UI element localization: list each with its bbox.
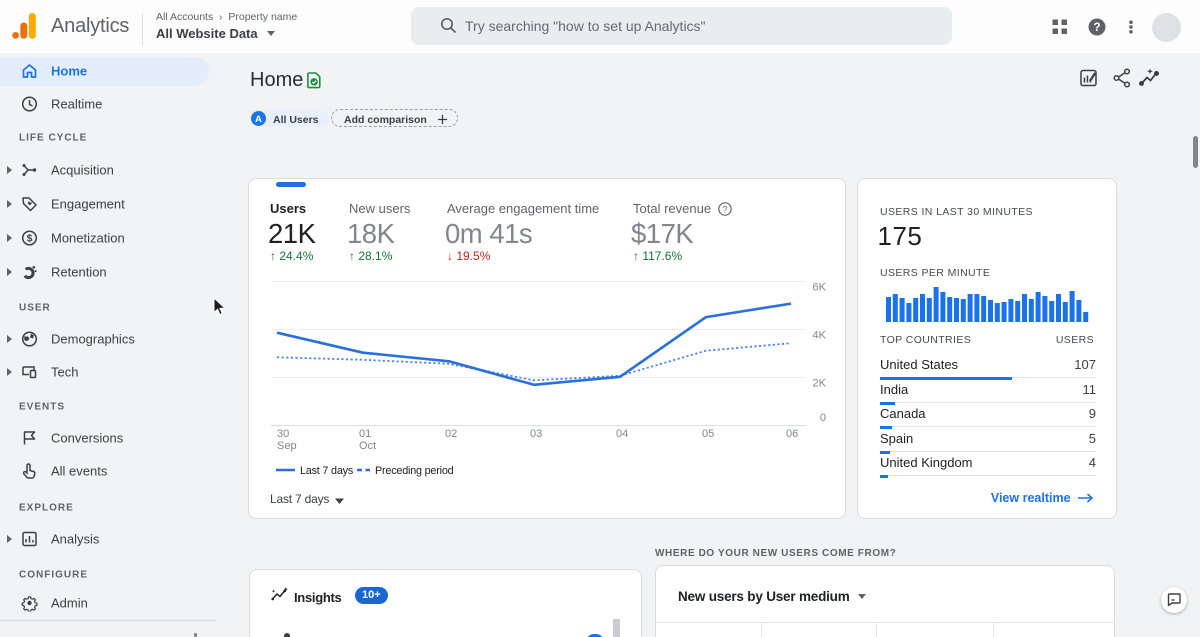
svg-text:?: ? <box>722 204 727 214</box>
svg-text:02: 02 <box>445 428 457 440</box>
svg-text:4K: 4K <box>813 330 827 342</box>
svg-text:01: 01 <box>359 428 371 440</box>
svg-text:0: 0 <box>820 412 826 424</box>
svg-text:6K: 6K <box>813 282 827 294</box>
svg-text:A: A <box>255 114 262 125</box>
svg-text:$: $ <box>27 234 33 245</box>
svg-text:?: ? <box>1093 22 1100 34</box>
svg-text:06: 06 <box>786 428 798 440</box>
svg-text:Oct: Oct <box>359 440 376 452</box>
svg-text:Last 7 days: Last 7 days <box>300 465 354 477</box>
svg-text:2K: 2K <box>813 378 827 390</box>
svg-text:04: 04 <box>616 428 628 440</box>
svg-text:03: 03 <box>530 428 542 440</box>
svg-text:05: 05 <box>702 428 714 440</box>
svg-text:Last 7 days: Last 7 days <box>270 492 329 506</box>
svg-text:Preceding period: Preceding period <box>375 465 454 477</box>
svg-text:30: 30 <box>277 428 289 440</box>
svg-text:Sep: Sep <box>277 440 297 452</box>
